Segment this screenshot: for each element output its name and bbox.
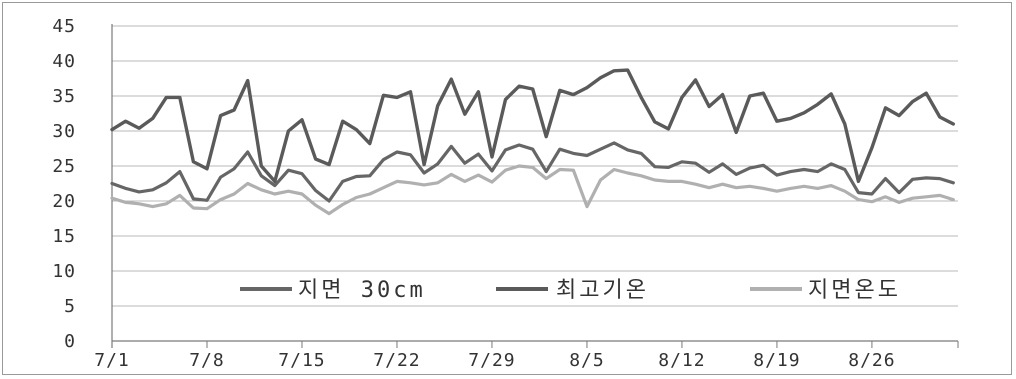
legend-label: 지면 30cm (298, 278, 426, 303)
y-tick-label: 15 (52, 226, 76, 247)
x-tick-label: 8/26 (848, 350, 895, 371)
y-tick-label: 5 (64, 296, 76, 317)
legend-label: 최고기온 (556, 278, 649, 303)
x-tick-label: 7/1 (94, 350, 130, 371)
series-line (110, 141, 955, 203)
x-tick-label: 8/5 (569, 350, 605, 371)
y-tick-label: 45 (52, 16, 76, 37)
y-tick-label: 20 (52, 191, 76, 212)
y-tick-label: 35 (52, 86, 76, 107)
y-tick-label: 0 (64, 331, 76, 352)
chart-frame (2, 2, 1012, 375)
y-tick-label: 40 (52, 51, 76, 72)
series-line (110, 164, 955, 216)
legend-label: 지면온도 (808, 278, 901, 303)
y-tick-label: 25 (52, 156, 76, 177)
y-tick-label: 10 (52, 261, 76, 282)
y-tick-label: 30 (52, 121, 76, 142)
x-tick-label: 7/8 (189, 350, 225, 371)
x-tick-label: 8/19 (753, 350, 800, 371)
x-tick-label: 8/12 (658, 350, 705, 371)
x-tick-label: 7/15 (278, 350, 325, 371)
x-tick-label: 7/29 (468, 350, 515, 371)
series-line (110, 68, 955, 184)
x-tick-label: 7/22 (373, 350, 420, 371)
